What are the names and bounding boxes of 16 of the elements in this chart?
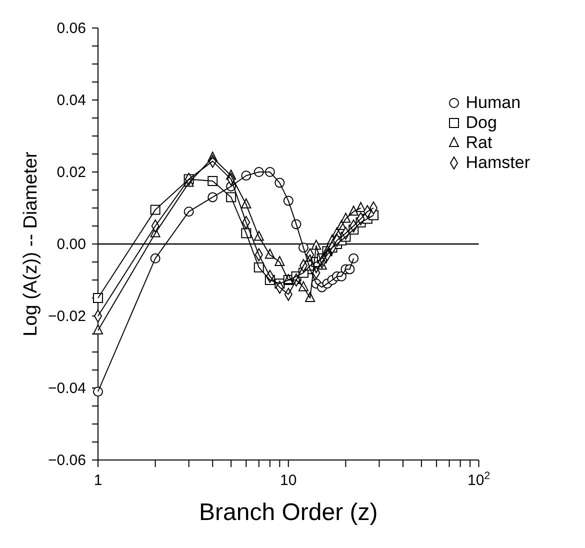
y-tick-label: 0.06 [56,20,86,37]
x-tick-label: 10$^{2}$ [468,470,490,489]
y-tick-label: −0.02 [48,308,86,325]
y-axis-title: Log (A(z)) -- Diameter [20,150,42,336]
y-tick-label: −0.06 [48,452,86,469]
x-tick-label: 1 [94,472,102,489]
x-tick-label: 10 [280,472,297,489]
y-tick-label: 0.00 [56,236,86,253]
y-tick-label: 0.04 [56,92,86,109]
x-axis-title: Branch Order (z) [199,499,378,526]
y-tick-label: −0.04 [48,380,86,397]
legend-label: Hamster [466,153,530,173]
legend-label: Human [466,93,521,113]
y-tick-label: 0.02 [56,164,86,181]
legend-label: Dog [466,113,497,133]
legend-label: Rat [466,133,492,153]
